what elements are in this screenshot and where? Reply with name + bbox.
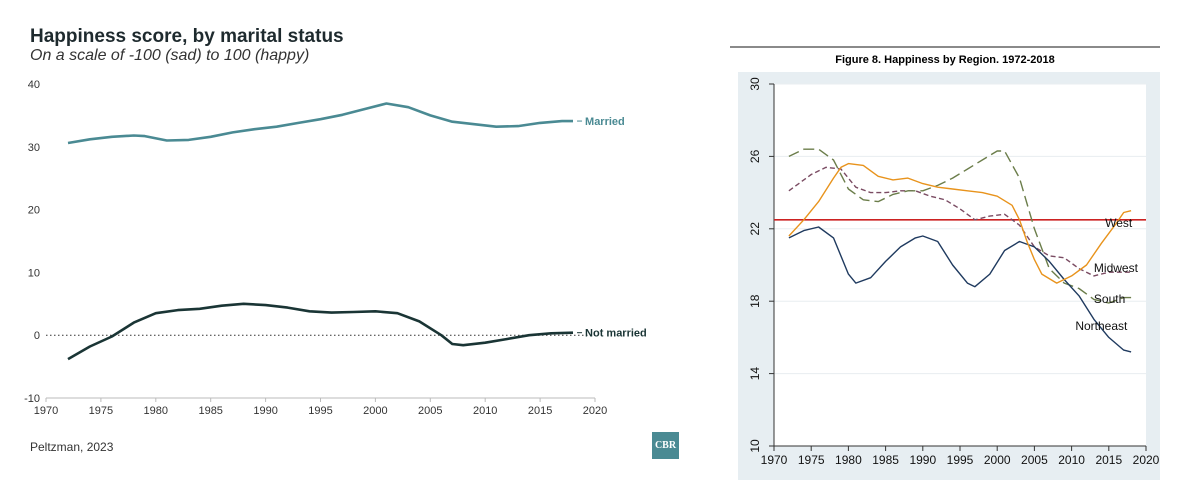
x-tick-label: 2005 xyxy=(1021,453,1048,467)
y-tick-label: 26 xyxy=(748,149,762,163)
y-tick-label: 10 xyxy=(28,267,40,279)
series-line-orange-unlabeled xyxy=(788,162,1132,284)
cbr-logo: CBR xyxy=(652,432,679,459)
x-tick-label: 2020 xyxy=(583,405,607,417)
y-tick-label: 10 xyxy=(748,439,762,453)
series-line-south xyxy=(788,148,1132,304)
x-tick-label: 1995 xyxy=(308,405,332,417)
y-tick-label: 0 xyxy=(34,330,40,342)
y-tick-label: 20 xyxy=(28,205,40,217)
plot-area xyxy=(774,84,1146,446)
series-line-not-married xyxy=(67,302,574,361)
series-line-married xyxy=(67,102,573,145)
x-tick-label: 2015 xyxy=(1095,453,1122,467)
x-tick-label: 1975 xyxy=(798,453,825,467)
right-chart: 10 14 18 22 26 30 1970 1975 1980 1985 1990 1995 2000… xyxy=(738,72,1160,480)
x-tick-label: 2010 xyxy=(1058,453,1085,467)
region-label-south: South xyxy=(1094,292,1125,306)
y-tick-label: 22 xyxy=(748,222,762,236)
x-tick-label: 1990 xyxy=(253,405,277,417)
right-chart-title: Figure 8. Happiness by Region. 1972-2018 xyxy=(835,54,1055,66)
x-tick-label: 1985 xyxy=(198,405,222,417)
region-label-west: West xyxy=(1105,216,1133,230)
left-chart: -10 0 10 20 30 40 1970 1975 1980 1985 1990 1995 2000… xyxy=(24,79,647,417)
y-tick-label: 30 xyxy=(28,142,40,154)
region-label-midwest: Midwest xyxy=(1094,261,1139,275)
left-chart-title: Happiness score, by marital status xyxy=(30,26,344,47)
x-tick-label: 1995 xyxy=(947,453,974,467)
series-label-married: Married xyxy=(585,116,625,128)
title-rule xyxy=(730,46,1160,48)
x-tick-label: 2000 xyxy=(363,405,387,417)
y-tick-label: -10 xyxy=(24,393,40,405)
y-tick-label: 30 xyxy=(748,77,762,91)
x-tick-label: 1980 xyxy=(835,453,862,467)
x-tick-label: 2015 xyxy=(528,405,552,417)
x-tick-label: 1970 xyxy=(761,453,788,467)
x-tick-label: 2020 xyxy=(1133,453,1160,467)
x-tick-label: 2005 xyxy=(418,405,442,417)
series-line-northeast xyxy=(788,226,1132,353)
series-label-not-married: Not married xyxy=(585,328,647,340)
x-tick-label: 2000 xyxy=(984,453,1011,467)
x-tick-label: 1985 xyxy=(872,453,899,467)
x-tick-label: 1980 xyxy=(144,405,168,417)
region-label-northeast: Northeast xyxy=(1075,319,1128,333)
x-tick-label: 1975 xyxy=(89,405,113,417)
left-chart-subtitle: On a scale of -100 (sad) to 100 (happy) xyxy=(30,47,310,64)
y-tick-label: 14 xyxy=(748,367,762,381)
y-tick-label: 18 xyxy=(748,294,762,308)
x-tick-label: 2010 xyxy=(473,405,497,417)
x-tick-label: 1970 xyxy=(34,405,58,417)
y-tick-label: 40 xyxy=(28,79,40,91)
x-tick-label: 1990 xyxy=(909,453,936,467)
series-line-midwest xyxy=(788,166,1132,277)
source-note: Peltzman, 2023 xyxy=(30,440,114,454)
